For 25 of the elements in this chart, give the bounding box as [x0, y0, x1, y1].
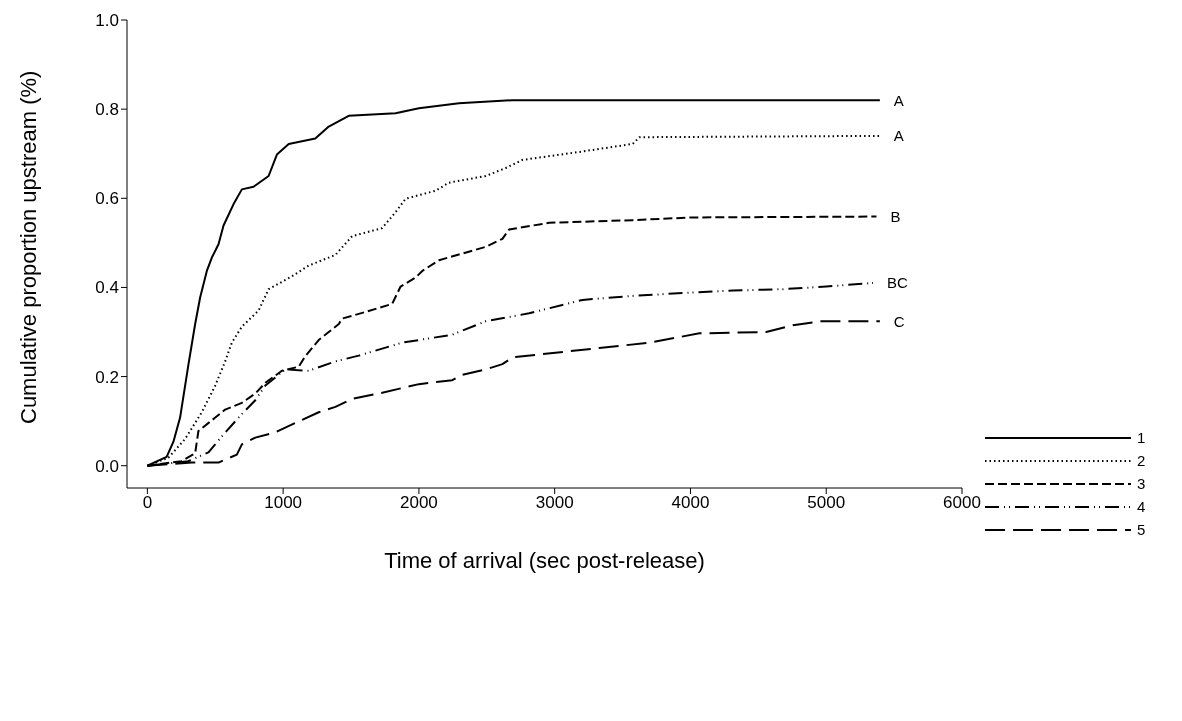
y-tick-label: 0.8: [95, 100, 119, 120]
text: 3: [1137, 475, 1146, 492]
x-axis-title: Time of arrival (sec post-release): [384, 548, 705, 573]
x-tick-label: 3000: [535, 493, 574, 513]
text: 2: [1137, 452, 1146, 469]
text: 5: [1137, 521, 1146, 538]
y-tick-label: 0.6: [95, 189, 119, 209]
x-tick-label: 2000: [400, 493, 438, 513]
x-tick-label: 4000: [671, 493, 710, 513]
y-axis-title: Cumulative proportion upstream (%): [15, 70, 41, 424]
x-tick-label: 0: [142, 493, 153, 513]
y-tick-label: 0.0: [95, 456, 119, 476]
annotation: C: [893, 312, 905, 330]
x-tick-label: 6000: [943, 493, 981, 513]
text: 1: [1137, 429, 1146, 446]
annotation: A: [893, 91, 904, 109]
annotation: B: [890, 207, 901, 225]
y-tick-label: 0.4: [95, 278, 119, 298]
annotation: BC: [887, 274, 909, 292]
text: 4: [1137, 498, 1146, 515]
x-tick-label: 5000: [807, 493, 846, 513]
y-tick-label: 0.2: [95, 367, 119, 387]
annotation: A: [893, 127, 904, 145]
x-tick-label: 1000: [264, 493, 303, 513]
y-tick-label: 1.0: [95, 11, 119, 31]
